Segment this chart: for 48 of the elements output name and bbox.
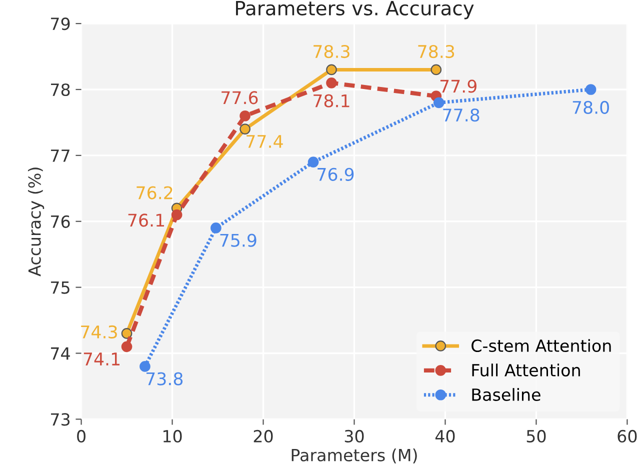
y-tick-label: 77 [51,150,70,162]
point [430,64,442,76]
y-tick-label: 75 [51,281,70,294]
data-label: 78.0 [572,100,609,114]
point [240,124,250,134]
data-label: 76.2 [136,186,172,200]
data-label: 77.8 [443,108,480,122]
chart-title: Parameters vs. Accuracy [236,1,474,20]
data-label: 77.6 [222,91,258,104]
point [240,110,250,122]
point [433,97,444,108]
point [326,64,337,76]
data-label: 78.3 [418,44,454,58]
data-label: 75.9 [220,234,256,247]
data-label: 77.4 [246,135,283,148]
data-label: 73.8 [146,372,183,386]
point [210,222,222,234]
data-label: 74.3 [81,325,117,339]
data-label: 77.9 [440,80,476,93]
point [585,84,596,95]
y-tick-label: 74 [51,347,70,360]
data-label: 76.1 [128,214,164,227]
point [121,328,132,339]
data-label: 76.9 [318,168,354,181]
y-tick-label: 73 [51,413,70,426]
y-tick-label: 76 [51,215,70,228]
point [308,156,319,168]
y-tick-label: 79 [51,18,70,30]
x-tick-label: 60 [618,430,637,443]
x-tick-label: 40 [435,430,455,443]
point [121,341,132,352]
y-axis-title: Accuracy (%) [28,168,44,276]
point [171,209,182,220]
y-tick-label: 78 [51,83,70,96]
legend-label: C-stem Attention [472,339,611,352]
legend-label: Full Attention [472,364,580,376]
x-tick-label: 20 [254,430,273,443]
x-tick-label: 30 [344,430,364,443]
data-label: 78.1 [314,94,350,108]
x-tick-label: 10 [163,430,182,443]
x-tick-label: 50 [526,430,546,443]
x-tick-label: 0 [77,430,86,443]
x-axis-title: Parameters (M) [292,448,417,464]
data-label: 74.1 [84,352,120,366]
point [140,361,150,372]
point [326,77,337,88]
legend-label: Baseline [472,388,540,401]
data-label: 78.3 [314,44,350,58]
